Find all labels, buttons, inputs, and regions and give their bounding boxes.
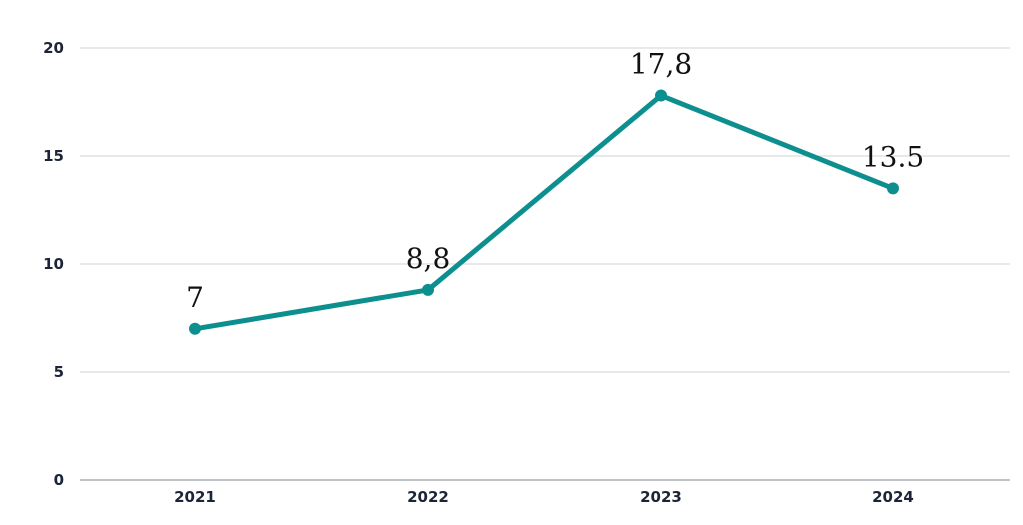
y-tick-label: 10	[43, 255, 64, 273]
data-label: 17,8	[630, 48, 692, 81]
series-line	[192, 93, 896, 332]
grid-layer	[80, 47, 1010, 481]
data-point	[887, 182, 899, 195]
y-axis: 0 5 10 15 20	[43, 39, 64, 489]
data-label: 7	[186, 281, 204, 314]
data-label-layer: 7 8,8 17,8 13.5	[186, 48, 924, 314]
y-tick-label: 15	[43, 147, 64, 165]
x-tick-label: 2024	[872, 488, 914, 506]
data-point	[189, 322, 201, 335]
x-tick-label: 2022	[407, 488, 449, 506]
x-tick-label: 2021	[174, 488, 216, 506]
data-point	[422, 283, 434, 296]
y-tick-label: 20	[43, 39, 64, 57]
y-tick-label: 5	[54, 363, 64, 381]
data-label: 13.5	[862, 140, 924, 173]
y-tick-label: 0	[54, 471, 64, 489]
data-label: 8,8	[406, 242, 451, 275]
x-tick-label: 2023	[640, 488, 682, 506]
data-point	[655, 89, 667, 102]
x-axis: 2021 2022 2023 2024	[174, 488, 914, 506]
series-layer	[189, 89, 899, 335]
